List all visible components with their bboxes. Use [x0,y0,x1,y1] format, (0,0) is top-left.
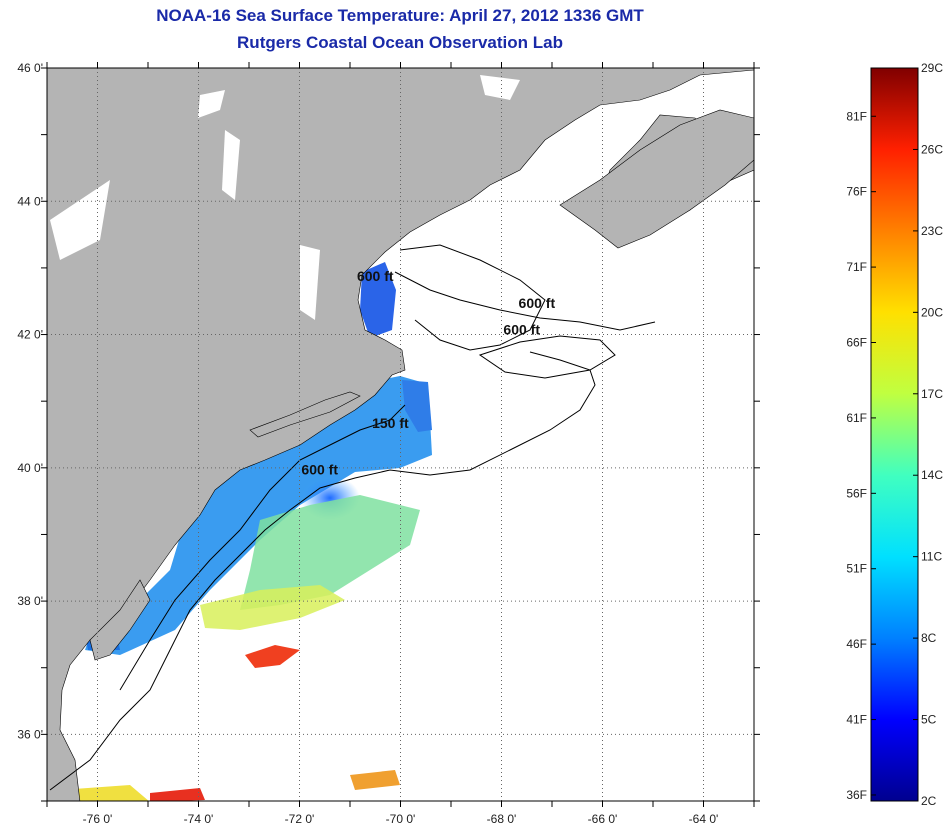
colorbar-fahrenheit-label: 76F [846,185,867,199]
colorbar [870,67,919,802]
map-title: NOAA-16 Sea Surface Temperature: April 2… [156,6,644,25]
map-axes: -76 0' -74 0' -72 0' -70 0' -68 0' -66 0' -64 … [17,61,760,826]
colorbar-fahrenheit-label: 66F [846,335,867,349]
contour-label-layer: 600 ft 600 ft 600 ft 150 ft 600 ft [301,268,555,477]
lat-tick-label: 40 0' [17,461,43,475]
lat-tick-label: 42 0' [17,328,43,342]
sst-green-band [240,495,420,610]
sst-yellow-band [200,585,345,630]
colorbar-celsius-label: 17C [921,387,943,401]
colorbar-celsius-label: 20C [921,305,943,319]
lat-tick-label: 36 0' [17,727,43,741]
lon-tick-label: -68 0' [487,812,517,826]
contour-georges-bank [478,335,616,379]
sst-orange-south [350,770,400,790]
land-delmarva [89,579,151,661]
colorbar-fahrenheit-label: 46F [846,637,867,651]
land-white-patch-4 [300,245,320,320]
land-white-patch [198,90,225,118]
lon-tick-label: -66 0' [588,812,618,826]
colorbar-fahrenheit-label: 41F [846,713,867,727]
lon-tick-label: -76 0' [83,812,113,826]
sst-yellow-south [60,785,149,801]
lon-tick-label: -64 0' [689,812,719,826]
colorbar-celsius-label: 14C [921,468,943,482]
colorbar-fahrenheit-label: 81F [846,109,867,123]
lon-tick-label: -74 0' [184,812,214,826]
contour-label: 600 ft [301,461,338,477]
sst-cape-cod-blue [402,380,432,432]
bathymetry-contours [49,244,656,791]
land-long-island [249,391,361,438]
colorbar-celsius-label: 23C [921,224,943,238]
colorbar-celsius-label: 26C [921,142,943,156]
contour-label: 150 ft [372,415,409,431]
colorbar-celsius-label: 2C [921,794,937,808]
colorbar-fahrenheit-label: 71F [846,260,867,274]
sst-red-patch-2 [150,788,205,801]
lat-tick-label: 38 0' [17,594,43,608]
contour-label: 600 ft [503,322,540,338]
sst-blue-band [85,376,432,655]
colorbar-labels: 29C 26C 23C 20C 17C 14C 11C 8C 5C 2C 81F 76F 71F 66F 6… [846,61,943,808]
contour-600ft-gulf [394,271,656,331]
lon-tick-label: -70 0' [386,812,416,826]
colorbar-fahrenheit-label: 56F [846,486,867,500]
map-subtitle: Rutgers Coastal Ocean Observation Lab [237,33,563,52]
colorbar-celsius-label: 29C [921,61,943,75]
colorbar-celsius-label: 8C [921,631,937,645]
sst-gulf-of-maine-blue [360,262,396,338]
lat-tick-label: 44 0' [17,194,43,208]
land-white-patch-5 [480,75,520,100]
lon-tick-label: -72 0' [285,812,315,826]
contour-150ft [119,404,406,691]
land-white-patch-3 [222,130,240,200]
sst-red-patch-1 [245,645,300,668]
lat-tick-label: 46 0' [17,61,43,75]
contour-600ft-shelf [49,351,596,791]
land-nova-scotia [559,109,754,249]
contour-label: 600 ft [357,268,394,284]
colorbar-celsius-label: 11C [921,550,942,564]
colorbar-fahrenheit-label: 51F [846,562,867,576]
colorbar-celsius-label: 5C [921,713,937,727]
contour-gulf-inner [399,244,546,351]
colorbar-fahrenheit-label: 36F [846,788,867,802]
contour-label: 600 ft [519,295,556,311]
land-white-patch-2 [50,180,110,260]
colorbar-fahrenheit-label: 61F [846,411,867,425]
